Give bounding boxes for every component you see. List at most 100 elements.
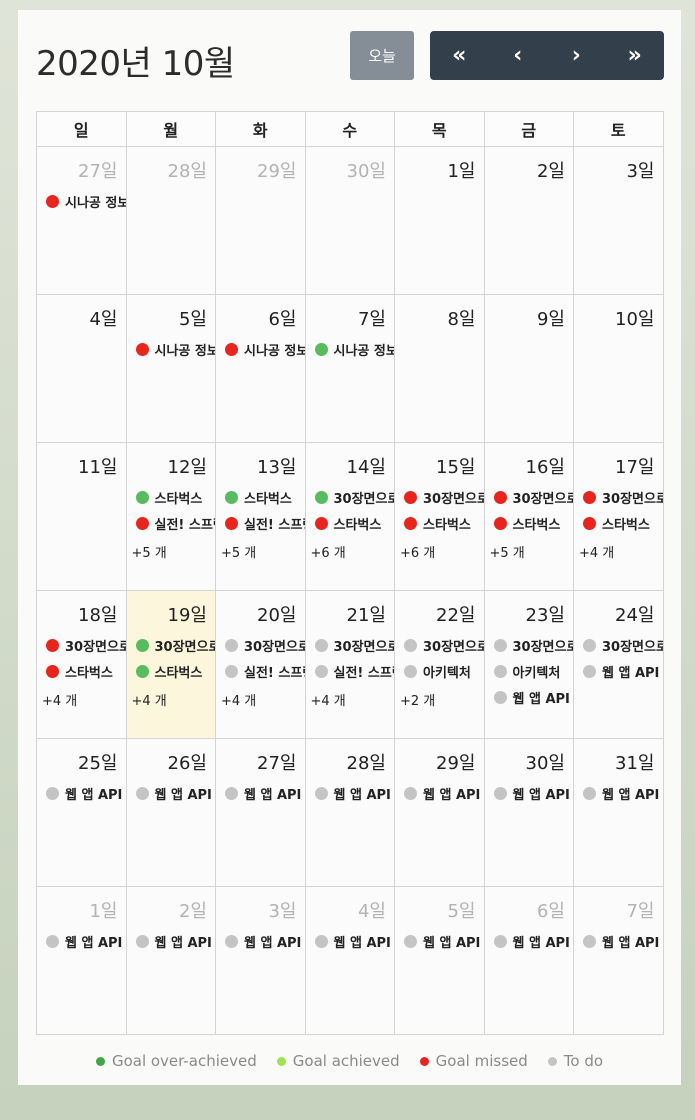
event-item[interactable]: 스타벅스	[306, 511, 395, 535]
event-item[interactable]: 30장면으로	[37, 633, 126, 657]
event-item[interactable]: 웹 앱 API	[306, 929, 395, 953]
day-cell[interactable]: 3일 웹 앱 API	[216, 887, 306, 1035]
day-cell[interactable]: 24일 30장면으로 웹 앱 API	[574, 591, 664, 739]
event-item[interactable]: 스타벅스	[485, 511, 574, 535]
event-item[interactable]: 30장면으로	[395, 485, 484, 509]
day-cell[interactable]: 16일 30장면으로 스타벅스 +5 개	[484, 443, 574, 591]
event-item[interactable]: 시나공 정보처리	[127, 337, 215, 361]
day-cell[interactable]: 30일 웹 앱 API	[484, 739, 574, 887]
event-item[interactable]: 실전! 스프링	[306, 659, 394, 683]
more-events-link[interactable]: +4 개	[579, 546, 615, 561]
event-item[interactable]: 시나공 정보처리	[216, 337, 305, 361]
more-events-link[interactable]: +6 개	[310, 546, 346, 561]
event-item[interactable]: 웹 앱 API	[127, 781, 216, 805]
event-item[interactable]: 웹 앱 API	[485, 781, 574, 805]
more-events-link[interactable]: +5 개	[489, 546, 525, 561]
more-events-link[interactable]: +4 개	[221, 694, 257, 709]
more-events-link[interactable]: +4 개	[131, 694, 167, 709]
more-events-link[interactable]: +2 개	[400, 694, 436, 709]
more-events-link[interactable]: +4 개	[42, 694, 78, 709]
day-cell[interactable]: 1일 웹 앱 API	[37, 887, 127, 1035]
day-cell[interactable]: 27일 웹 앱 API	[216, 739, 306, 887]
day-cell[interactable]: 29일 웹 앱 API	[395, 739, 485, 887]
day-cell[interactable]: 28일 웹 앱 API	[305, 739, 395, 887]
event-item[interactable]: 30장면으로	[574, 633, 663, 657]
more-events-link[interactable]: +6 개	[400, 546, 436, 561]
day-cell[interactable]: 4일	[37, 295, 127, 443]
day-cell[interactable]: 15일 30장면으로 스타벅스 +6 개	[395, 443, 485, 591]
event-item[interactable]: 실전! 스프링	[127, 511, 215, 535]
event-item[interactable]: 아키텍처	[395, 659, 484, 683]
event-item[interactable]: 스타벅스	[37, 659, 126, 683]
event-item[interactable]: 웹 앱 API	[395, 781, 484, 805]
event-item[interactable]: 웹 앱 API	[485, 685, 574, 709]
event-item[interactable]: 30장면으로	[485, 633, 573, 657]
day-cell[interactable]: 30일	[305, 147, 395, 295]
event-item[interactable]: 스타벅스	[574, 511, 663, 535]
event-item[interactable]: 웹 앱 API	[306, 781, 395, 805]
day-cell[interactable]: 25일 웹 앱 API	[37, 739, 127, 887]
prev-year-button[interactable]: «	[452, 43, 467, 68]
next-month-button[interactable]: ›	[571, 43, 581, 68]
day-cell[interactable]: 28일	[126, 147, 216, 295]
day-cell[interactable]: 1일	[395, 147, 485, 295]
more-events-link[interactable]: +5 개	[221, 546, 257, 561]
event-item[interactable]: 웹 앱 API	[127, 929, 216, 953]
day-cell[interactable]: 31일 웹 앱 API	[574, 739, 664, 887]
day-cell[interactable]: 18일 30장면으로 스타벅스 +4 개	[37, 591, 127, 739]
day-cell[interactable]: 11일	[37, 443, 127, 591]
next-year-button[interactable]: »	[627, 43, 642, 68]
event-item[interactable]: 스타벅스	[127, 659, 216, 683]
event-item[interactable]: 웹 앱 API	[485, 929, 574, 953]
day-cell[interactable]: 5일 웹 앱 API	[395, 887, 485, 1035]
day-cell[interactable]: 23일 30장면으로 아키텍처 웹 앱 API	[484, 591, 574, 739]
event-item[interactable]: 30장면으로	[574, 485, 663, 509]
event-item[interactable]: 웹 앱 API	[37, 929, 126, 953]
event-item[interactable]: 웹 앱 API	[574, 659, 663, 683]
event-item[interactable]: 시나공 정보처리	[306, 337, 394, 361]
event-item[interactable]: 스타벅스	[395, 511, 484, 535]
more-events-link[interactable]: +5 개	[131, 546, 167, 561]
event-item[interactable]: 웹 앱 API	[37, 781, 126, 805]
event-item[interactable]: 웹 앱 API	[574, 781, 663, 805]
event-item[interactable]: 스타벅스	[127, 485, 216, 509]
day-cell[interactable]: 7일 웹 앱 API	[574, 887, 664, 1035]
day-cell[interactable]: 17일 30장면으로 스타벅스 +4 개	[574, 443, 664, 591]
day-cell[interactable]: 2일 웹 앱 API	[126, 887, 216, 1035]
day-cell-today[interactable]: 19일 30장면으로 스타벅스 +4 개	[126, 591, 216, 739]
day-cell[interactable]: 10일	[574, 295, 664, 443]
event-item[interactable]: 웹 앱 API	[216, 929, 305, 953]
event-item[interactable]: 30장면으로	[127, 633, 215, 657]
day-cell[interactable]: 14일 30장면으로 스타벅스 +6 개	[305, 443, 395, 591]
prev-month-button[interactable]: ‹	[513, 43, 523, 68]
event-item[interactable]: 실전! 스프링	[216, 511, 305, 535]
event-item[interactable]: 30장면으로	[306, 633, 394, 657]
more-events-link[interactable]: +4 개	[310, 694, 346, 709]
event-item[interactable]: 시나공 정보처리	[37, 189, 126, 213]
day-cell[interactable]: 29일	[216, 147, 306, 295]
day-cell[interactable]: 6일 웹 앱 API	[484, 887, 574, 1035]
event-item[interactable]: 웹 앱 API	[216, 781, 305, 805]
event-item[interactable]: 아키텍처	[485, 659, 574, 683]
event-item[interactable]: 30장면으로	[485, 485, 573, 509]
event-item[interactable]: 웹 앱 API	[574, 929, 663, 953]
day-cell[interactable]: 8일	[395, 295, 485, 443]
event-item[interactable]: 30장면으로	[395, 633, 484, 657]
day-cell[interactable]: 22일 30장면으로 아키텍처 +2 개	[395, 591, 485, 739]
today-button[interactable]: 오늘	[350, 31, 414, 80]
event-item[interactable]: 30장면으로	[306, 485, 394, 509]
day-cell[interactable]: 4일 웹 앱 API	[305, 887, 395, 1035]
event-item[interactable]: 웹 앱 API	[395, 929, 484, 953]
day-cell[interactable]: 26일 웹 앱 API	[126, 739, 216, 887]
event-item[interactable]: 실전! 스프링	[216, 659, 305, 683]
event-item[interactable]: 스타벅스	[216, 485, 305, 509]
event-item[interactable]: 30장면으로	[216, 633, 305, 657]
